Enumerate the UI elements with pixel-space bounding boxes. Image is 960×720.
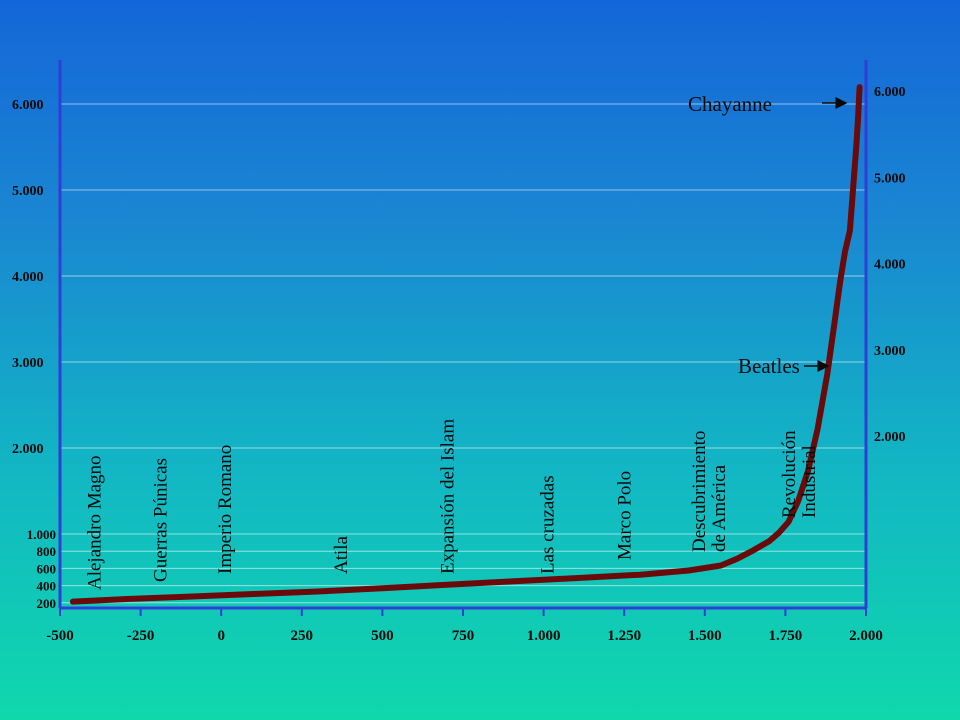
annotations: Beatles Chayanne (688, 92, 848, 378)
event-label: Atila (331, 535, 352, 574)
event-label: Marco Polo (615, 471, 636, 560)
event-label: Alejandro Magno (84, 455, 105, 590)
event-label-line: Marco Polo (615, 471, 636, 560)
event-label-line: Descubrimiento (689, 431, 710, 552)
axes (58, 60, 868, 610)
event-label-line: Guerras Púnicas (150, 458, 171, 582)
y-tick-label-left: 1.000 (27, 527, 56, 542)
x-tick-label: 0 (217, 628, 225, 644)
x-tick-label: 750 (452, 628, 475, 644)
event-label: Imperio Romano (215, 445, 236, 574)
y-tick-label-left: 5.000 (12, 184, 44, 199)
y-tick-label-right: 5.000 (874, 171, 906, 186)
y-tick-label-left: 800 (37, 544, 57, 559)
gridlines (60, 103, 866, 604)
annotation-label: Chayanne (688, 92, 772, 116)
event-label-line: Industrial (799, 445, 820, 518)
event-label: Guerras Púnicas (150, 458, 171, 582)
event-label-line: de América (709, 464, 730, 552)
event-label-line: Expansión del Islam (437, 419, 458, 574)
x-tick-label: 1.500 (688, 628, 722, 644)
y-tick-label-right: 3.000 (874, 344, 906, 359)
y-tick-label-right: 2.000 (874, 430, 906, 445)
event-label: Las cruzadas (537, 475, 558, 574)
y-tick-label-left: 3.000 (12, 356, 44, 371)
y-axis-left-ticks: 200 400 600 800 1.000 2.000 3.000 4.000 5.000 6.0… (12, 98, 56, 611)
event-label-line: Revolución (779, 430, 800, 518)
x-tick-label: 250 (291, 628, 314, 644)
event-label: Revolución Industrial (779, 430, 820, 518)
y-tick-label-left: 4.000 (12, 270, 44, 285)
y-tick-label-left: 600 (37, 561, 57, 576)
y-tick-label-right: 6.000 (874, 85, 906, 100)
x-axis-ticks: -500 -250 0 250 500 750 1.000 1.250 1.500 1.750 2.… (46, 608, 883, 644)
y-tick-label-left: 6.000 (12, 98, 44, 113)
x-tick-label: 1.000 (527, 628, 561, 644)
y-tick-label-right: 4.000 (874, 258, 906, 273)
series-layer (69, 84, 863, 605)
series-line (69, 84, 863, 605)
x-tick-label: 1.750 (769, 628, 803, 644)
event-label-line: Las cruzadas (537, 475, 558, 574)
x-tick-label: 1.250 (607, 628, 641, 644)
event-label-line: Imperio Romano (215, 445, 236, 574)
y-tick-label-left: 400 (37, 579, 57, 594)
event-label: Descubrimiento de América (689, 431, 730, 552)
event-label-line: Atila (331, 535, 352, 574)
x-tick-label: -500 (46, 628, 74, 644)
y-axis-right-ticks: 2.000 3.000 4.000 5.000 6.000 (874, 85, 906, 445)
y-tick-label-left: 200 (37, 596, 57, 611)
x-tick-label: 500 (371, 628, 394, 644)
y-tick-label-left: 2.000 (12, 442, 44, 457)
x-tick-label: -250 (127, 628, 155, 644)
historical-event-labels: Alejandro Magno Guerras Púnicas Imperio Ro… (84, 419, 820, 590)
x-tick-label: 2.000 (849, 628, 883, 644)
event-label: Expansión del Islam (437, 419, 458, 574)
event-label-line: Alejandro Magno (84, 455, 105, 590)
annotation-label: Beatles (738, 354, 800, 378)
